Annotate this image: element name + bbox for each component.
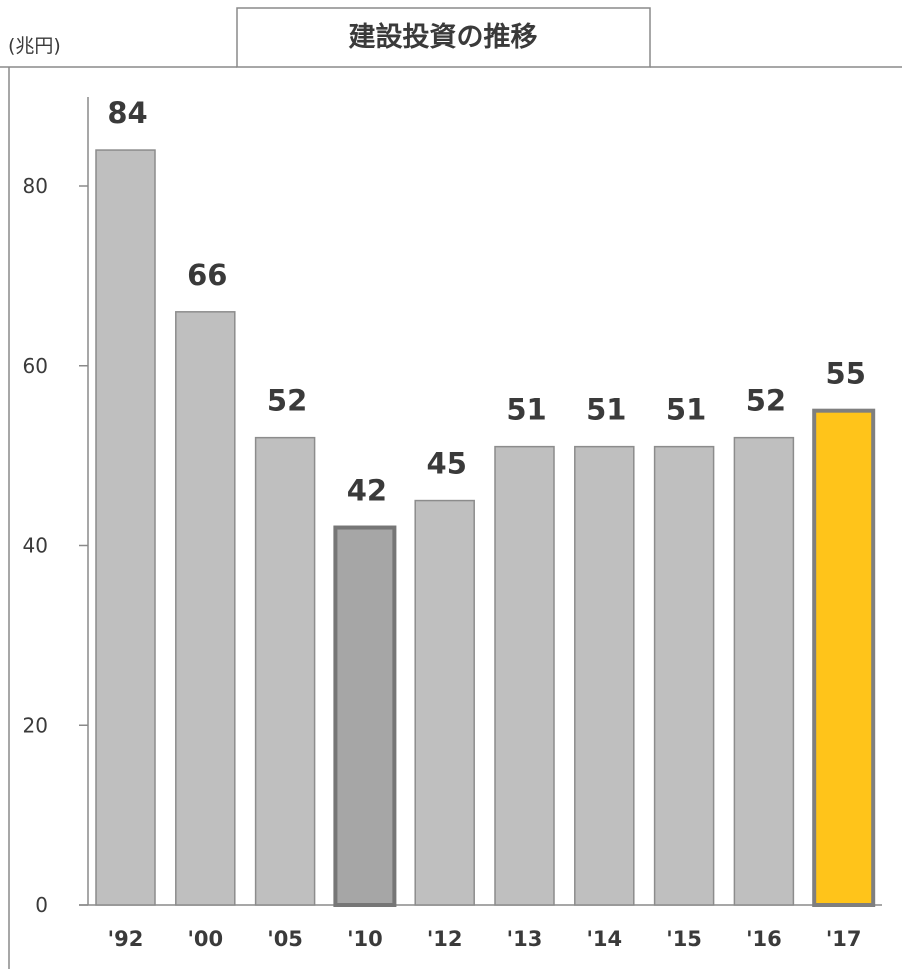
y-unit-label: (兆円) xyxy=(8,35,61,57)
x-tick-label: '92 xyxy=(108,927,144,951)
y-tick-label: 0 xyxy=(35,893,48,917)
bars xyxy=(95,149,876,908)
data-label-10: 42 xyxy=(347,474,387,508)
bar-05 xyxy=(254,436,316,906)
data-label-17: 55 xyxy=(826,357,866,391)
data-label-15: 51 xyxy=(666,393,706,427)
y-tick-label: 40 xyxy=(23,534,48,558)
bar-10 xyxy=(333,525,397,908)
data-label-13: 51 xyxy=(506,393,546,427)
bar-92 xyxy=(95,149,156,906)
y-ticks: 0 20 40 60 80 xyxy=(23,174,88,917)
x-tick-label: '17 xyxy=(826,927,862,951)
x-tick-label: '10 xyxy=(347,927,383,951)
data-label-16: 52 xyxy=(746,384,786,418)
y-tick-label: 20 xyxy=(23,713,48,737)
bar-15 xyxy=(653,445,715,906)
bar-14 xyxy=(574,445,635,906)
y-tick-label: 80 xyxy=(23,174,48,198)
x-tick-label: '05 xyxy=(267,927,303,951)
data-label-92: 84 xyxy=(107,96,147,130)
bar-00 xyxy=(175,311,236,906)
chart-title: 建設投資の推移 xyxy=(349,21,538,53)
category-labels: '92 '00 '05 '10 '12 '13 '14 '15 '16 '17 xyxy=(108,927,862,951)
x-tick-label: '15 xyxy=(666,927,702,951)
data-label-14: 51 xyxy=(586,393,626,427)
x-tick-label: '00 xyxy=(187,927,223,951)
x-tick-label: '12 xyxy=(427,927,463,951)
bar-16 xyxy=(733,436,795,906)
bar-17 xyxy=(812,408,876,907)
data-label-05: 52 xyxy=(267,384,307,418)
data-label-00: 66 xyxy=(187,258,227,292)
y-tick-label: 60 xyxy=(23,354,48,378)
x-tick-label: '14 xyxy=(586,927,622,951)
value-labels: 84 66 52 42 45 51 51 51 52 55 xyxy=(107,96,866,507)
x-tick-label: '13 xyxy=(507,927,543,951)
bar-13 xyxy=(494,445,555,906)
bar-12 xyxy=(414,499,475,906)
chart-title-box xyxy=(236,7,651,68)
data-label-12: 45 xyxy=(427,447,467,481)
x-tick-label: '16 xyxy=(746,927,782,951)
